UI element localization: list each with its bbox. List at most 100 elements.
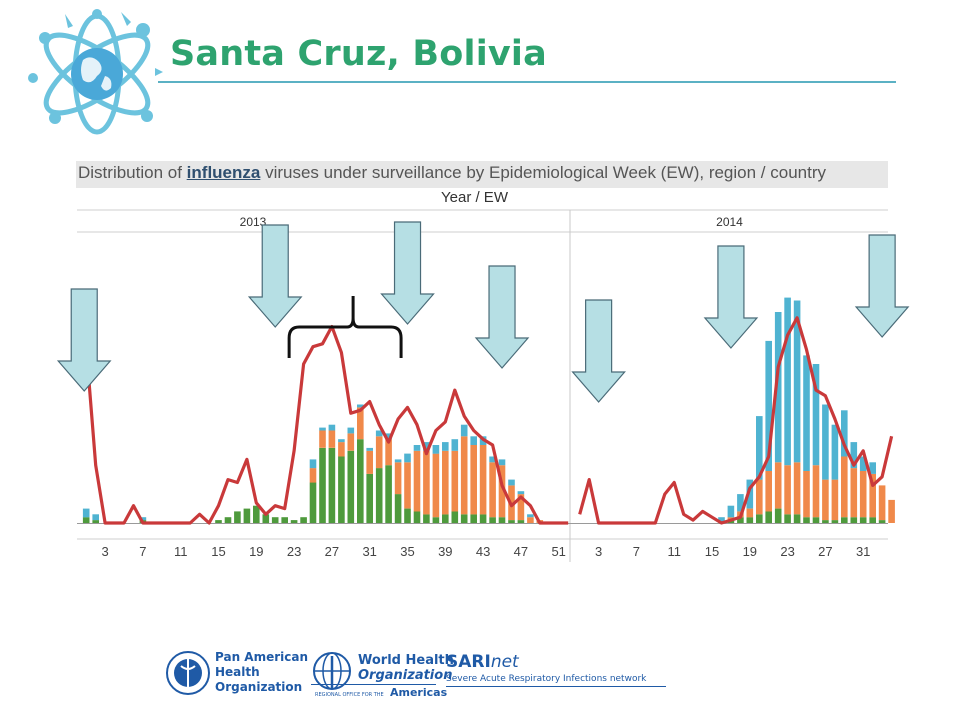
footer-logos: Pan American Health Organization World H… bbox=[165, 648, 685, 703]
bar-green-2013-w45 bbox=[498, 517, 506, 523]
bar-orange-2014-w22 bbox=[774, 462, 782, 509]
x-tick-2013-19: 19 bbox=[249, 544, 263, 559]
bar-green-2013-w36 bbox=[413, 511, 421, 523]
x-tick-2013-27: 27 bbox=[325, 544, 339, 559]
bar-blue-2013-w33 bbox=[385, 433, 392, 440]
bar-blue-2014-w29 bbox=[841, 410, 848, 457]
x-tick-2013-39: 39 bbox=[438, 544, 452, 559]
sarinet-suffix: net bbox=[490, 652, 519, 672]
bar-green-2013-w41 bbox=[460, 514, 468, 523]
x-tick-2014-15: 15 bbox=[705, 544, 719, 559]
bar-orange-2013-w39 bbox=[442, 450, 449, 515]
bar-blue-2013-w25 bbox=[309, 459, 317, 469]
bar-orange-2014-w32 bbox=[869, 473, 876, 518]
sarinet-logo: SARInet bbox=[446, 652, 519, 672]
x-tick-2013-15: 15 bbox=[211, 544, 225, 559]
paho-seal-icon bbox=[166, 651, 210, 695]
bar-orange-2013-w45 bbox=[498, 465, 506, 518]
x-tick-2013-43: 43 bbox=[476, 544, 490, 559]
down-arrow-icon bbox=[247, 224, 303, 328]
bar-orange-2014-w33 bbox=[878, 485, 886, 521]
bar-orange-2013-w40 bbox=[451, 450, 459, 512]
bar-orange-2014-w34 bbox=[888, 499, 895, 523]
bar-blue-2013-w2 bbox=[92, 514, 99, 521]
bar-green-2014-w22 bbox=[774, 508, 782, 523]
bar-green-2013-w15 bbox=[215, 520, 222, 523]
bar-blue-2013-w36 bbox=[413, 445, 421, 451]
bar-orange-2014-w28 bbox=[831, 479, 839, 521]
bar-orange-2013-w32 bbox=[375, 436, 383, 469]
bar-orange-2013-w25 bbox=[309, 468, 317, 483]
bar-orange-2014-w23 bbox=[784, 465, 791, 515]
bar-orange-2014-w27 bbox=[822, 479, 829, 521]
bar-blue-2013-w38 bbox=[432, 445, 440, 454]
bar-blue-2014-w27 bbox=[822, 404, 829, 480]
bar-green-2013-w26 bbox=[319, 447, 326, 523]
who-name-line1: World Health bbox=[358, 653, 454, 668]
bar-green-2014-w28 bbox=[831, 520, 839, 523]
down-arrow-icon bbox=[56, 288, 112, 392]
sarinet-rule bbox=[446, 686, 666, 687]
bar-orange-2013-w48 bbox=[527, 517, 534, 523]
sarinet-prefix: SARI bbox=[446, 652, 491, 672]
slide-title: Santa Cruz, Bolivia bbox=[170, 34, 547, 74]
bar-green-2013-w19 bbox=[253, 505, 260, 523]
who-emblem-icon bbox=[313, 652, 351, 690]
bar-blue-2013-w26 bbox=[319, 427, 326, 431]
bar-orange-2014-w24 bbox=[793, 462, 801, 515]
atom-logo-icon bbox=[28, 9, 163, 135]
bar-green-2014-w24 bbox=[793, 514, 801, 523]
bar-orange-2014-w30 bbox=[850, 468, 858, 518]
bar-green-2013-w29 bbox=[347, 450, 355, 524]
x-tick-2013-35: 35 bbox=[400, 544, 414, 559]
bar-blue-2014-w31 bbox=[859, 456, 867, 471]
bar-blue-2013-w42 bbox=[470, 436, 477, 445]
bar-orange-2013-w42 bbox=[470, 445, 477, 515]
x-tick-2013-23: 23 bbox=[287, 544, 301, 559]
x-tick-2014-23: 23 bbox=[780, 544, 794, 559]
down-arrow-icon bbox=[703, 245, 759, 349]
down-arrow-icon bbox=[474, 265, 530, 369]
bar-green-2013-w1 bbox=[82, 517, 90, 523]
bar-green-2013-w32 bbox=[375, 468, 383, 523]
bar-blue-2013-w46 bbox=[508, 479, 515, 486]
bar-blue-2014-w18 bbox=[737, 494, 744, 512]
bar-green-2013-w38 bbox=[432, 517, 440, 523]
bar-orange-2014-w21 bbox=[765, 471, 772, 512]
bar-blue-2014-w32 bbox=[869, 462, 876, 474]
bar-blue-2013-w39 bbox=[442, 442, 449, 451]
bar-green-2014-w23 bbox=[784, 514, 791, 523]
down-arrow-icon bbox=[571, 299, 626, 403]
bar-orange-2013-w27 bbox=[328, 430, 336, 448]
bar-green-2013-w23 bbox=[290, 520, 298, 523]
bar-blue-2014-w21 bbox=[765, 340, 772, 471]
bar-blue-2013-w30 bbox=[357, 404, 364, 408]
bar-orange-2013-w43 bbox=[479, 445, 487, 515]
bar-blue-2014-w25 bbox=[803, 355, 810, 471]
trend-line-2014 bbox=[578, 316, 894, 525]
paho-name-line3: Organization bbox=[215, 680, 303, 694]
bar-blue-2014-w19 bbox=[746, 479, 754, 509]
bar-blue-2013-w31 bbox=[366, 447, 373, 451]
bar-green-2013-w47 bbox=[517, 520, 525, 523]
brace-annotation bbox=[287, 296, 403, 358]
bar-green-2014-w21 bbox=[765, 511, 772, 523]
bar-green-2013-w2 bbox=[92, 520, 99, 523]
subtitle-link-influenza[interactable]: influenza bbox=[186, 163, 261, 182]
bar-green-2014-w25 bbox=[803, 517, 810, 523]
x-tick-2013-31: 31 bbox=[362, 544, 376, 559]
subtitle-post: viruses under surveillance by Epidemiolo… bbox=[260, 163, 826, 182]
bar-green-2013-w25 bbox=[309, 482, 317, 523]
year-label-2014: 2014 bbox=[716, 215, 743, 229]
down-arrow-icon bbox=[380, 221, 435, 325]
x-tick-2014-31: 31 bbox=[856, 544, 870, 559]
trend-line-2013 bbox=[84, 324, 569, 525]
bar-green-2014-w32 bbox=[869, 517, 876, 523]
bar-orange-2013-w33 bbox=[385, 439, 392, 466]
bar-green-2013-w34 bbox=[394, 494, 402, 523]
bar-blue-2013-w45 bbox=[498, 459, 506, 466]
bar-green-2013-w27 bbox=[328, 447, 336, 523]
bar-blue-2013-w48 bbox=[527, 514, 534, 518]
bar-blue-2014-w30 bbox=[850, 442, 858, 469]
